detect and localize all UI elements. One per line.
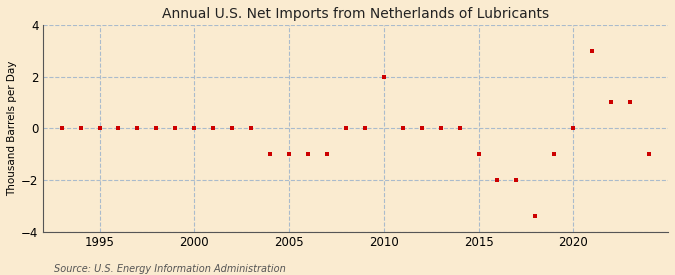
Point bbox=[435, 126, 446, 130]
Point bbox=[340, 126, 351, 130]
Point bbox=[492, 178, 503, 182]
Point bbox=[132, 126, 143, 130]
Point bbox=[454, 126, 465, 130]
Point bbox=[284, 152, 294, 156]
Point bbox=[644, 152, 655, 156]
Point bbox=[170, 126, 181, 130]
Point bbox=[151, 126, 162, 130]
Y-axis label: Thousand Barrels per Day: Thousand Barrels per Day bbox=[7, 60, 17, 196]
Point bbox=[265, 152, 275, 156]
Point bbox=[587, 48, 597, 53]
Point bbox=[359, 126, 370, 130]
Point bbox=[56, 126, 67, 130]
Point bbox=[473, 152, 484, 156]
Title: Annual U.S. Net Imports from Netherlands of Lubricants: Annual U.S. Net Imports from Netherlands… bbox=[162, 7, 549, 21]
Point bbox=[302, 152, 313, 156]
Point bbox=[246, 126, 256, 130]
Point bbox=[568, 126, 578, 130]
Point bbox=[75, 126, 86, 130]
Point bbox=[530, 214, 541, 218]
Point bbox=[625, 100, 636, 104]
Point bbox=[113, 126, 124, 130]
Point bbox=[189, 126, 200, 130]
Point bbox=[416, 126, 427, 130]
Point bbox=[398, 126, 408, 130]
Point bbox=[511, 178, 522, 182]
Point bbox=[549, 152, 560, 156]
Point bbox=[379, 74, 389, 79]
Text: Source: U.S. Energy Information Administration: Source: U.S. Energy Information Administ… bbox=[54, 264, 286, 274]
Point bbox=[227, 126, 238, 130]
Point bbox=[94, 126, 105, 130]
Point bbox=[605, 100, 616, 104]
Point bbox=[208, 126, 219, 130]
Point bbox=[321, 152, 332, 156]
